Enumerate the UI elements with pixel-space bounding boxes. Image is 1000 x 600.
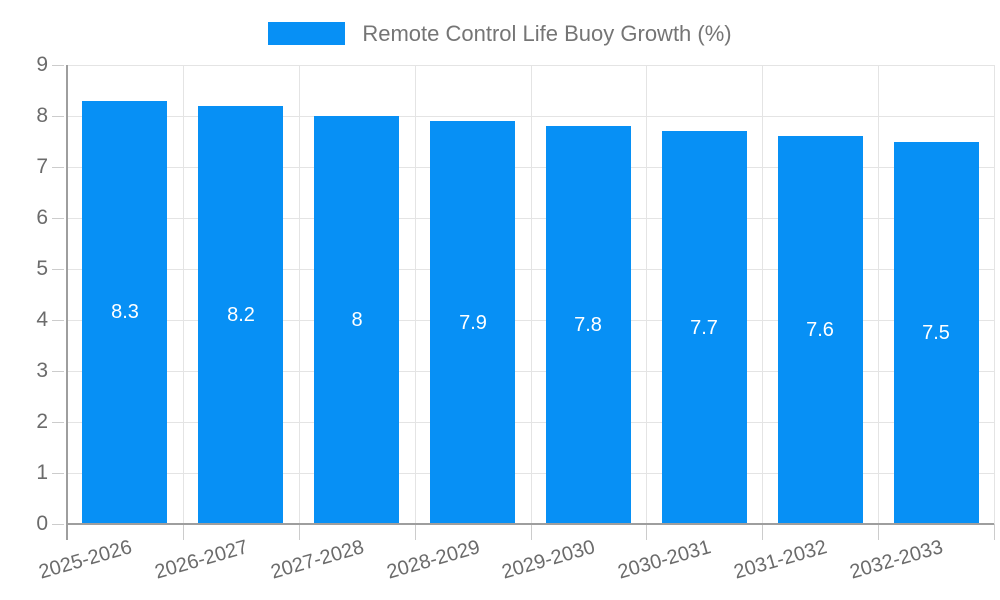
y-tick — [52, 116, 64, 117]
y-axis-line — [66, 65, 68, 540]
x-axis-label: 2031-2032 — [731, 536, 830, 584]
bar-value-label: 7.6 — [806, 319, 834, 341]
bar[interactable] — [314, 116, 399, 524]
x-axis-line — [66, 523, 994, 525]
y-tick — [52, 371, 64, 372]
bar-value-label: 7.7 — [690, 317, 718, 339]
y-gridline — [67, 218, 994, 219]
x-tick — [878, 524, 879, 540]
y-gridline — [67, 422, 994, 423]
x-tick — [646, 524, 647, 540]
legend-swatch — [268, 22, 346, 45]
y-gridline — [67, 116, 994, 117]
y-tick — [52, 218, 64, 219]
y-axis-label: 1 — [36, 461, 48, 484]
x-axis-label: 2032-2033 — [847, 536, 946, 584]
x-gridline — [183, 65, 184, 524]
y-axis-label: 4 — [36, 308, 48, 331]
y-tick — [52, 320, 64, 321]
y-tick — [52, 422, 64, 423]
bar-value-label: 7.8 — [574, 314, 602, 336]
y-axis-label: 9 — [36, 53, 48, 76]
x-tick — [762, 524, 763, 540]
bar[interactable] — [430, 121, 515, 524]
y-axis-label: 0 — [36, 512, 48, 535]
x-tick — [299, 524, 300, 540]
x-axis-label: 2028-2029 — [384, 536, 483, 584]
x-gridline — [415, 65, 416, 524]
x-axis-label: 2026-2027 — [152, 536, 251, 584]
bar-value-label: 8.3 — [111, 301, 139, 323]
y-tick — [52, 473, 64, 474]
bar[interactable] — [894, 142, 979, 525]
x-tick — [994, 524, 995, 540]
legend-item[interactable]: Remote Control Life Buoy Growth (%) — [0, 21, 1000, 46]
bar[interactable] — [82, 101, 167, 524]
x-tick — [531, 524, 532, 540]
y-gridline — [67, 320, 994, 321]
x-axis-label: 2029-2030 — [499, 536, 598, 584]
y-tick — [52, 269, 64, 270]
x-gridline — [994, 65, 995, 524]
x-gridline — [762, 65, 763, 524]
y-axis-label: 8 — [36, 104, 48, 127]
y-gridline — [67, 269, 994, 270]
y-gridline — [67, 371, 994, 372]
y-axis-label: 2 — [36, 410, 48, 433]
x-axis-label: 2025-2026 — [36, 536, 135, 584]
y-axis-label: 3 — [36, 359, 48, 382]
x-gridline — [299, 65, 300, 524]
x-axis-label: 2030-2031 — [615, 536, 714, 584]
legend-label: Remote Control Life Buoy Growth (%) — [362, 21, 732, 46]
x-gridline — [531, 65, 532, 524]
y-tick — [52, 524, 64, 525]
y-axis-label: 7 — [36, 155, 48, 178]
bar-value-label: 8.2 — [227, 304, 255, 326]
bar-value-label: 8 — [351, 309, 363, 331]
bar[interactable] — [198, 106, 283, 524]
y-gridline — [67, 473, 994, 474]
x-gridline — [646, 65, 647, 524]
y-tick — [52, 65, 64, 66]
y-axis-label: 6 — [36, 206, 48, 229]
y-tick — [52, 167, 64, 168]
y-gridline — [67, 167, 994, 168]
y-axis-label: 5 — [36, 257, 48, 280]
x-tick — [415, 524, 416, 540]
bar-value-label: 7.9 — [459, 312, 487, 334]
x-gridline — [878, 65, 879, 524]
bar-value-label: 7.5 — [922, 322, 950, 344]
bar[interactable] — [662, 131, 747, 524]
x-tick — [183, 524, 184, 540]
y-gridline — [67, 65, 994, 66]
bar[interactable] — [778, 136, 863, 524]
bar[interactable] — [546, 126, 631, 524]
x-axis-label: 2027-2028 — [268, 536, 367, 584]
